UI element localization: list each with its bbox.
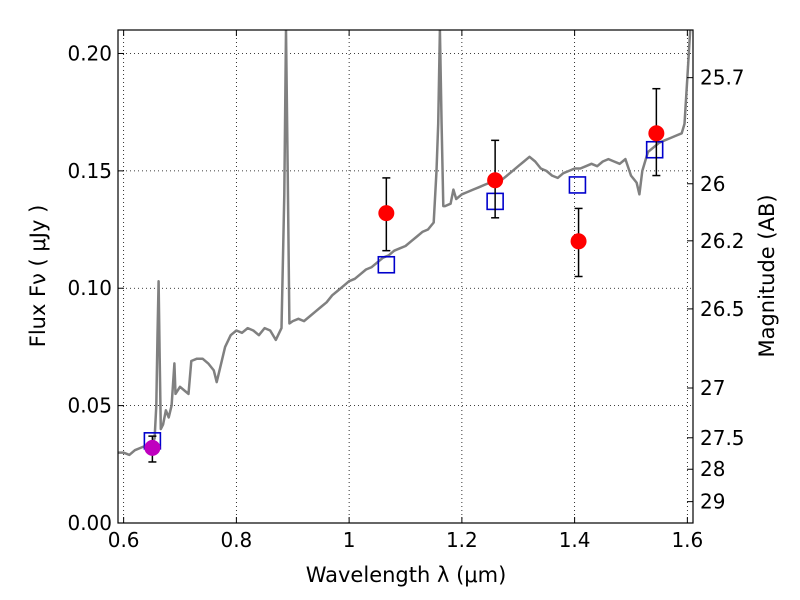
y-tick-label: 0.10 bbox=[67, 276, 112, 300]
x-tick-label: 1.6 bbox=[671, 528, 703, 552]
flux-point bbox=[487, 172, 504, 189]
x-tick-label: 1.4 bbox=[559, 528, 591, 552]
y2-axis-title: Magnitude (AB) bbox=[755, 194, 779, 357]
x-tick-label: 1.2 bbox=[446, 528, 478, 552]
y2-tick-label: 26.5 bbox=[700, 297, 745, 321]
y-tick-label: 0.00 bbox=[67, 511, 112, 535]
spectrum-line bbox=[118, 30, 692, 457]
photometry-markers bbox=[143, 87, 665, 463]
axis-ticks: 0.6 0.8 1 1.2 1.4 1.6 0.00 0.05 0.10 0.15 0.20 25.7… bbox=[67, 30, 745, 552]
model-square-marker bbox=[645, 140, 664, 159]
y-axis-title: Flux Fν ( μJy ) bbox=[26, 205, 50, 348]
y2-tick-label: 29 bbox=[700, 490, 725, 514]
flux-point bbox=[378, 205, 395, 222]
flux-point bbox=[570, 233, 587, 250]
y2-tick-label: 27.5 bbox=[700, 426, 745, 450]
x-tick-label: 0.6 bbox=[108, 528, 140, 552]
model-square-marker bbox=[377, 255, 396, 274]
flux-point bbox=[648, 125, 665, 142]
x-tick-label: 0.8 bbox=[220, 528, 252, 552]
grid bbox=[118, 30, 693, 524]
model-square-marker bbox=[568, 176, 587, 194]
y-tick-label: 0.05 bbox=[67, 394, 112, 418]
y2-tick-label: 28 bbox=[700, 457, 725, 481]
y2-tick-label: 25.7 bbox=[700, 66, 745, 90]
y2-tick-label: 26 bbox=[700, 172, 725, 196]
x-axis-title: Wavelength λ (μm) bbox=[306, 563, 507, 587]
y2-tick-label: 26.2 bbox=[700, 229, 745, 253]
plot-frame bbox=[117, 29, 694, 524]
y2-tick-label: 27 bbox=[700, 376, 725, 400]
y-tick-label: 0.20 bbox=[67, 41, 112, 65]
y-tick-label: 0.15 bbox=[67, 159, 112, 183]
x-tick-label: 1 bbox=[343, 528, 356, 552]
spectrum-series bbox=[118, 30, 692, 457]
flux-point bbox=[144, 439, 161, 456]
